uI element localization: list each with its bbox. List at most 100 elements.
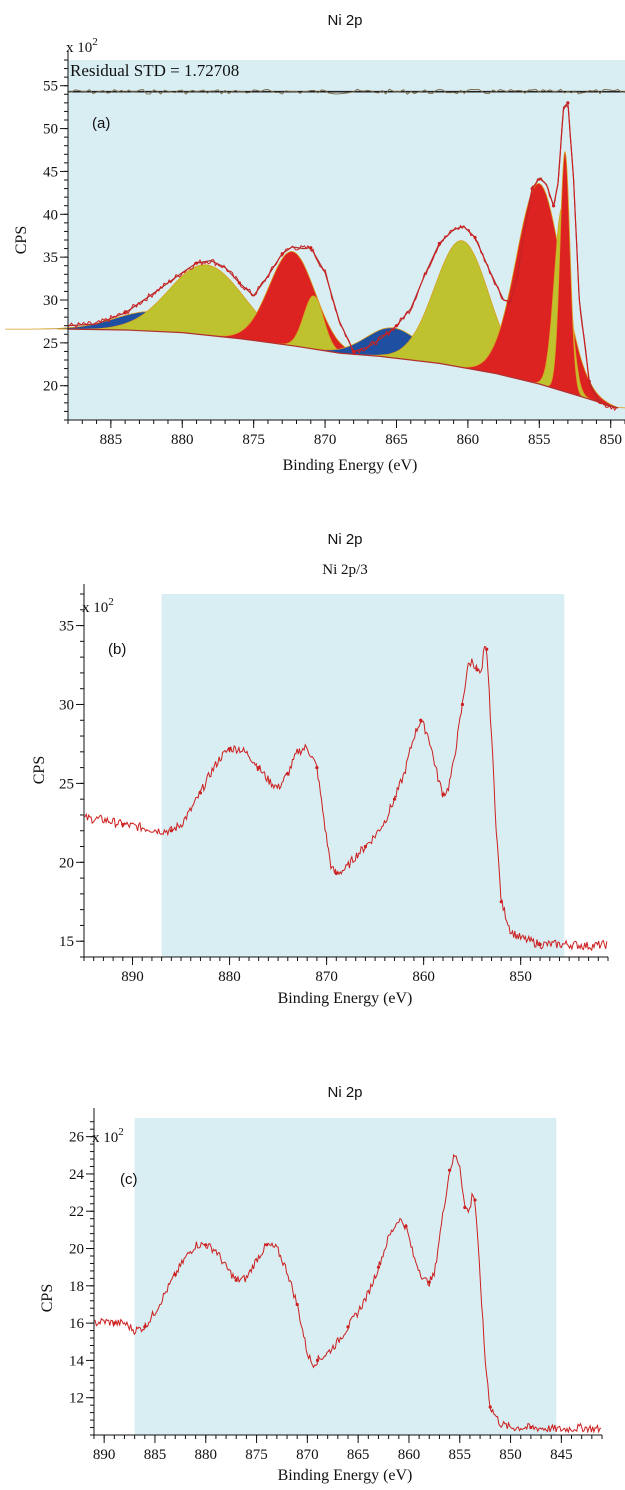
data-point	[334, 871, 338, 875]
data-point	[473, 235, 477, 240]
background-line	[67, 328, 619, 409]
y-multiplier-b: x 102	[82, 596, 114, 616]
y-tick-label: 24	[69, 1167, 85, 1183]
peak-fill-yellow	[273, 295, 354, 355]
data-point	[473, 1198, 477, 1202]
x-tick-label: 845	[550, 1447, 573, 1463]
x-tick-label: 885	[144, 1447, 167, 1463]
x-tick-label: 865	[347, 1447, 370, 1463]
data-point	[566, 101, 570, 105]
x-tick-label: 890	[121, 969, 144, 985]
data-point	[143, 1325, 147, 1329]
data-line	[67, 104, 617, 412]
data-point	[394, 324, 399, 328]
data-point	[346, 1325, 350, 1329]
data-point	[363, 844, 368, 849]
peak-fill-red	[200, 251, 384, 357]
data-point	[315, 766, 319, 770]
chart-panel-b: Ni 2p Ni 2p/3 890 880 870 860 850 15 20 25 30 35…	[31, 531, 609, 1007]
chart-title-c: Ni 2p	[327, 1084, 362, 1101]
data-point	[198, 791, 203, 795]
data-point	[529, 1425, 533, 1430]
plot-background-band-b	[161, 594, 565, 957]
x-tick-label: 850	[599, 432, 622, 448]
data-lines-b	[83, 645, 608, 952]
data-point	[227, 747, 232, 751]
data-point	[404, 1224, 408, 1228]
y-tick-label: 18	[69, 1279, 84, 1295]
chart-panel-a: Ni 2p 885 880 875 870 865 860 855 850 20 25 30 35 4…	[5, 12, 625, 474]
data-point	[234, 1278, 238, 1282]
plot-background-band-c	[134, 1118, 557, 1435]
chart-title-a: Ni 2p	[327, 12, 362, 29]
data-point	[460, 702, 465, 707]
x-tick-label: 850	[499, 1447, 522, 1463]
data-point	[376, 1265, 381, 1269]
data-point	[123, 311, 127, 315]
x-tick-label: 850	[509, 969, 532, 985]
y-axis-label-a: CPS	[13, 226, 30, 254]
data-point	[121, 822, 125, 827]
x-ticks-c: 890 885 880 875 870 865 860 855 850 845	[93, 1435, 603, 1463]
data-point	[551, 204, 556, 208]
data-point	[437, 241, 441, 246]
y-tick-label: 20	[43, 379, 58, 395]
data-point	[475, 668, 479, 672]
y-multiplier-a: x 102	[66, 36, 98, 56]
chart-subtitle-b: Ni 2p/3	[322, 562, 367, 578]
chart-title-b: Ni 2p	[327, 531, 362, 548]
peak-fill-yellow	[58, 264, 356, 355]
data-point	[392, 797, 397, 801]
y-tick-label: 15	[59, 934, 74, 950]
peak-fill-red	[545, 151, 585, 398]
data-point	[204, 1243, 208, 1247]
peak-fill-yellow	[353, 240, 571, 394]
x-tick-label: 875	[245, 1447, 268, 1463]
panel-label-a: (a)	[92, 115, 110, 132]
data-point	[441, 792, 445, 797]
y-tick-label: 30	[43, 293, 58, 309]
x-tick-label: 875	[242, 432, 265, 448]
y-tick-label: 12	[69, 1391, 84, 1407]
y-ticks-c: 12 14 16 18 20 22 24 26	[69, 1121, 94, 1436]
y-tick-label: 45	[43, 164, 58, 180]
data-point	[112, 1321, 116, 1325]
data-line	[93, 1153, 602, 1434]
data-point	[530, 186, 534, 191]
peak-outline	[544, 150, 586, 399]
y-tick-label: 26	[69, 1130, 85, 1146]
data-point	[169, 829, 173, 833]
data-point	[280, 252, 284, 256]
data-point	[257, 766, 261, 770]
data-point	[499, 900, 503, 904]
y-ticks-b: 15 20 25 30 35	[59, 593, 84, 958]
x-tick-label: 870	[296, 1447, 319, 1463]
panel-label-b: (b)	[108, 641, 126, 658]
y-tick-label: 50	[43, 122, 58, 138]
data-point	[488, 1405, 492, 1409]
data-point	[463, 1205, 467, 1210]
panel-label-c: (c)	[120, 1171, 138, 1188]
data-lines-c	[93, 1153, 602, 1434]
y-tick-label: 25	[59, 776, 74, 792]
peak-fill-red	[447, 183, 625, 408]
y-tick-label: 20	[59, 855, 74, 871]
x-tick-label: 870	[315, 969, 338, 985]
data-point	[427, 1280, 431, 1284]
data-point	[315, 1358, 320, 1363]
x-tick-label: 860	[398, 1447, 421, 1463]
y-ticks-a: 20 25 30 35 40 45 50 55	[43, 59, 68, 421]
data-point	[309, 246, 313, 250]
x-ticks-b: 890 880 870 860 850	[83, 957, 609, 985]
x-axis-label-a: Binding Energy (eV)	[283, 457, 418, 474]
y-axis-label-c: CPS	[39, 1284, 56, 1312]
y-tick-label: 35	[43, 250, 58, 266]
y-tick-label: 55	[43, 79, 58, 95]
data-point	[587, 379, 591, 384]
fitted-peaks-a	[5, 150, 625, 409]
x-tick-label: 880	[195, 1447, 218, 1463]
x-tick-label: 865	[385, 432, 408, 448]
y-tick-label: 22	[69, 1204, 84, 1220]
x-tick-label: 860	[457, 432, 480, 448]
